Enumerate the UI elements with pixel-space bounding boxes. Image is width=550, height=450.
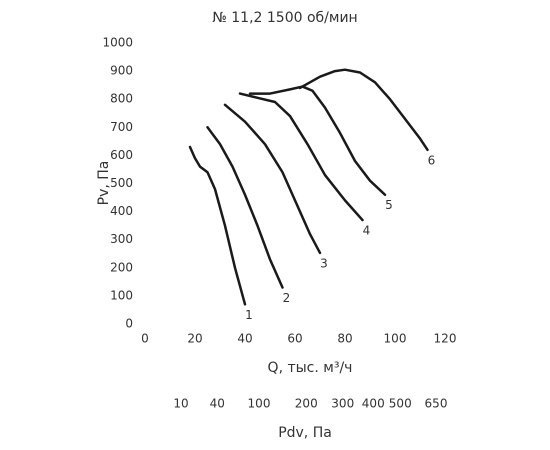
y-axis-label: Pv, Па: [96, 161, 112, 206]
curve-label: 5: [385, 198, 393, 212]
curve-label: 1: [245, 308, 253, 322]
y-tick-label: 700: [110, 120, 133, 134]
y-tick-label: 900: [110, 64, 133, 78]
x-tick-label: 20: [187, 332, 202, 346]
y-tick-label: 600: [110, 148, 133, 162]
x-tick-label: 120: [434, 332, 457, 346]
x2-tick-label: 100: [248, 397, 271, 411]
x2-tick-label: 650: [425, 397, 448, 411]
x-tick-label: 60: [287, 332, 302, 346]
y-tick-label: 800: [110, 92, 133, 106]
curve: [206, 126, 284, 289]
x-tick-label: 100: [384, 332, 407, 346]
curve: [223, 103, 322, 255]
y-tick-label: 0: [125, 317, 133, 331]
y-tick-label: 300: [110, 232, 133, 246]
x-tick-label: 0: [141, 332, 149, 346]
curve-label: 2: [283, 291, 291, 305]
curve: [188, 145, 247, 306]
y-tick-label: 200: [110, 260, 133, 274]
x-axis-label: Q, тыс. м³/ч: [268, 360, 353, 376]
y-tick-label: 100: [110, 288, 133, 302]
x-tick-label: 80: [337, 332, 352, 346]
y-tick-label: 400: [110, 204, 133, 218]
curve: [298, 68, 429, 152]
x2-axis-label: Pdv, Па: [278, 425, 332, 441]
x2-tick-label: 200: [295, 397, 318, 411]
curve: [238, 92, 364, 222]
y-tick-label: 500: [110, 176, 133, 190]
x2-tick-label: 400: [362, 397, 385, 411]
curve-label: 4: [363, 224, 371, 238]
x2-tick-label: 10: [173, 397, 188, 411]
y-tick-label: 1000: [102, 36, 133, 50]
x2-tick-label: 500: [389, 397, 412, 411]
x-tick-label: 40: [237, 332, 252, 346]
x2-tick-label: 300: [331, 397, 354, 411]
curve-label: 6: [428, 153, 436, 167]
x2-tick-label: 40: [210, 397, 225, 411]
curve-label: 3: [320, 256, 328, 270]
chart-title: № 11,2 1500 об/мин: [212, 10, 357, 26]
curve: [248, 85, 387, 196]
